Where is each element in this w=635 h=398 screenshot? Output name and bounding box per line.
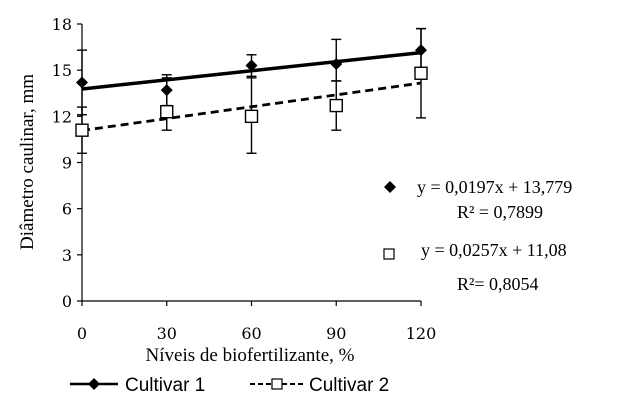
data-point-cultivar-1 [330, 58, 343, 71]
data-point-cultivar-2 [244, 109, 259, 124]
error-bars [77, 27, 426, 154]
legend-item-cultivar-2: Cultivar 2 [250, 375, 389, 396]
legend-label-cultivar-2: Cultivar 2 [309, 375, 389, 396]
x-tick-label: 90 [326, 324, 346, 343]
y-tick-label: 9 [62, 154, 72, 173]
data-point-cultivar-2 [160, 105, 174, 119]
data-point-cultivar-2 [414, 66, 428, 80]
equation-cultivar-1: y = 0,0197x + 13,779 [417, 177, 572, 197]
legend-item-cultivar-1: Cultivar 1 [70, 375, 205, 396]
x-axis-title: Níveis de biofertilizante, % [146, 345, 355, 366]
annotation-cultivar-2: y = 0,0257x + 11,08 R²= 0,8054 [383, 240, 567, 294]
y-tick-label: 15 [52, 61, 72, 80]
data-point-cultivar-1 [76, 76, 88, 89]
data-point-cultivar-2 [329, 98, 343, 113]
y-tick-label: 6 [62, 200, 72, 219]
data-point-cultivar-1 [245, 59, 258, 72]
y-tick-label: 3 [62, 246, 72, 265]
data-point-cultivar-1 [415, 44, 427, 57]
data-point-cultivar-2 [75, 123, 89, 137]
r2-cultivar-2: R²= 0,8054 [457, 274, 539, 294]
legend: Cultivar 1 Cultivar 2 [70, 375, 389, 396]
y-tick-label: 0 [62, 292, 72, 311]
data-points [75, 44, 428, 137]
y-tick-label: 12 [52, 107, 72, 126]
y-tick-label: 18 [52, 15, 72, 34]
annotation-cultivar-1: y = 0,0197x + 13,779 R² = 0,7899 [384, 177, 572, 222]
x-axis-ticks: 0 30 60 90 120 [77, 301, 436, 343]
legend-label-cultivar-1: Cultivar 1 [125, 375, 205, 396]
legend-square-marker [271, 378, 283, 390]
y-axis-title: Diâmetro caulinar, mm [17, 74, 38, 250]
equation-cultivar-2: y = 0,0257x + 11,08 [421, 240, 567, 260]
r2-cultivar-1: R² = 0,7899 [457, 202, 543, 222]
x-tick-label: 30 [157, 324, 177, 343]
y-axis-ticks: 0 3 6 9 12 15 18 [52, 15, 82, 311]
data-point-cultivar-1 [160, 84, 173, 97]
x-tick-label: 120 [406, 324, 437, 343]
annotation-diamond-marker [384, 181, 396, 193]
annotation-square-marker [383, 248, 395, 260]
legend-diamond-marker [88, 378, 100, 390]
x-tick-label: 0 [77, 324, 87, 343]
x-tick-label: 60 [241, 324, 261, 343]
